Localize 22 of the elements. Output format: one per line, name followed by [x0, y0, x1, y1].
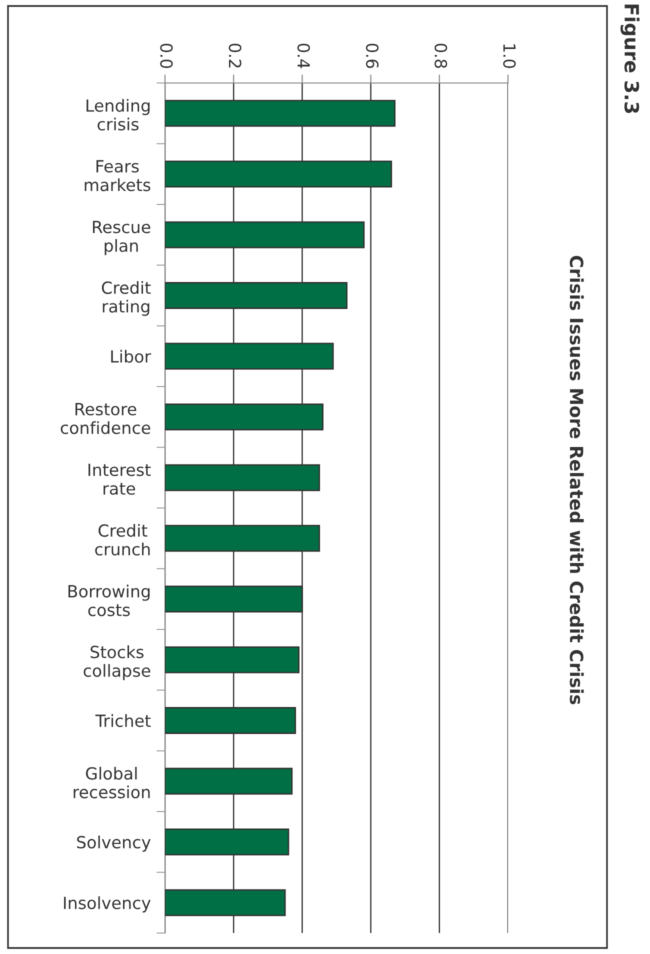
x-tick-label: 0.2 — [228, 44, 242, 68]
y-tick-label: Rescue plan — [92, 220, 150, 256]
x-tick-label: 1.0 — [503, 44, 516, 68]
y-tick-label: Libor — [111, 350, 152, 363]
x-tick-label: 0.4 — [297, 44, 310, 68]
y-tick-label: Fears markets — [84, 160, 150, 192]
y-tick-label: Restore confidence — [60, 403, 150, 434]
y-tick-label: Global recession — [74, 766, 150, 798]
y-tick-label: Interest rate — [88, 464, 151, 495]
x-tick-label: 0.6 — [366, 44, 379, 68]
y-tick-label: Stocks collapse — [84, 645, 150, 680]
y-tick-label: Credit rating — [102, 281, 151, 316]
y-tick-label: Insolvency — [64, 896, 151, 912]
x-tick-label: 0.8 — [434, 44, 448, 68]
x-tick-label: 0.0 — [160, 44, 173, 68]
y-tick-label: Trichet — [95, 714, 151, 728]
y-tick-label: Credit crunch — [95, 524, 150, 556]
caption: Figure 3.3 — [620, 4, 640, 114]
y-tick-label: Lending crisis — [86, 98, 150, 131]
y-tick-label: Solvency — [77, 836, 151, 852]
text: Crisis Issues More Related with Credit Crisis — [570, 256, 584, 704]
y-tick-label: Borrowing costs — [68, 584, 150, 616]
